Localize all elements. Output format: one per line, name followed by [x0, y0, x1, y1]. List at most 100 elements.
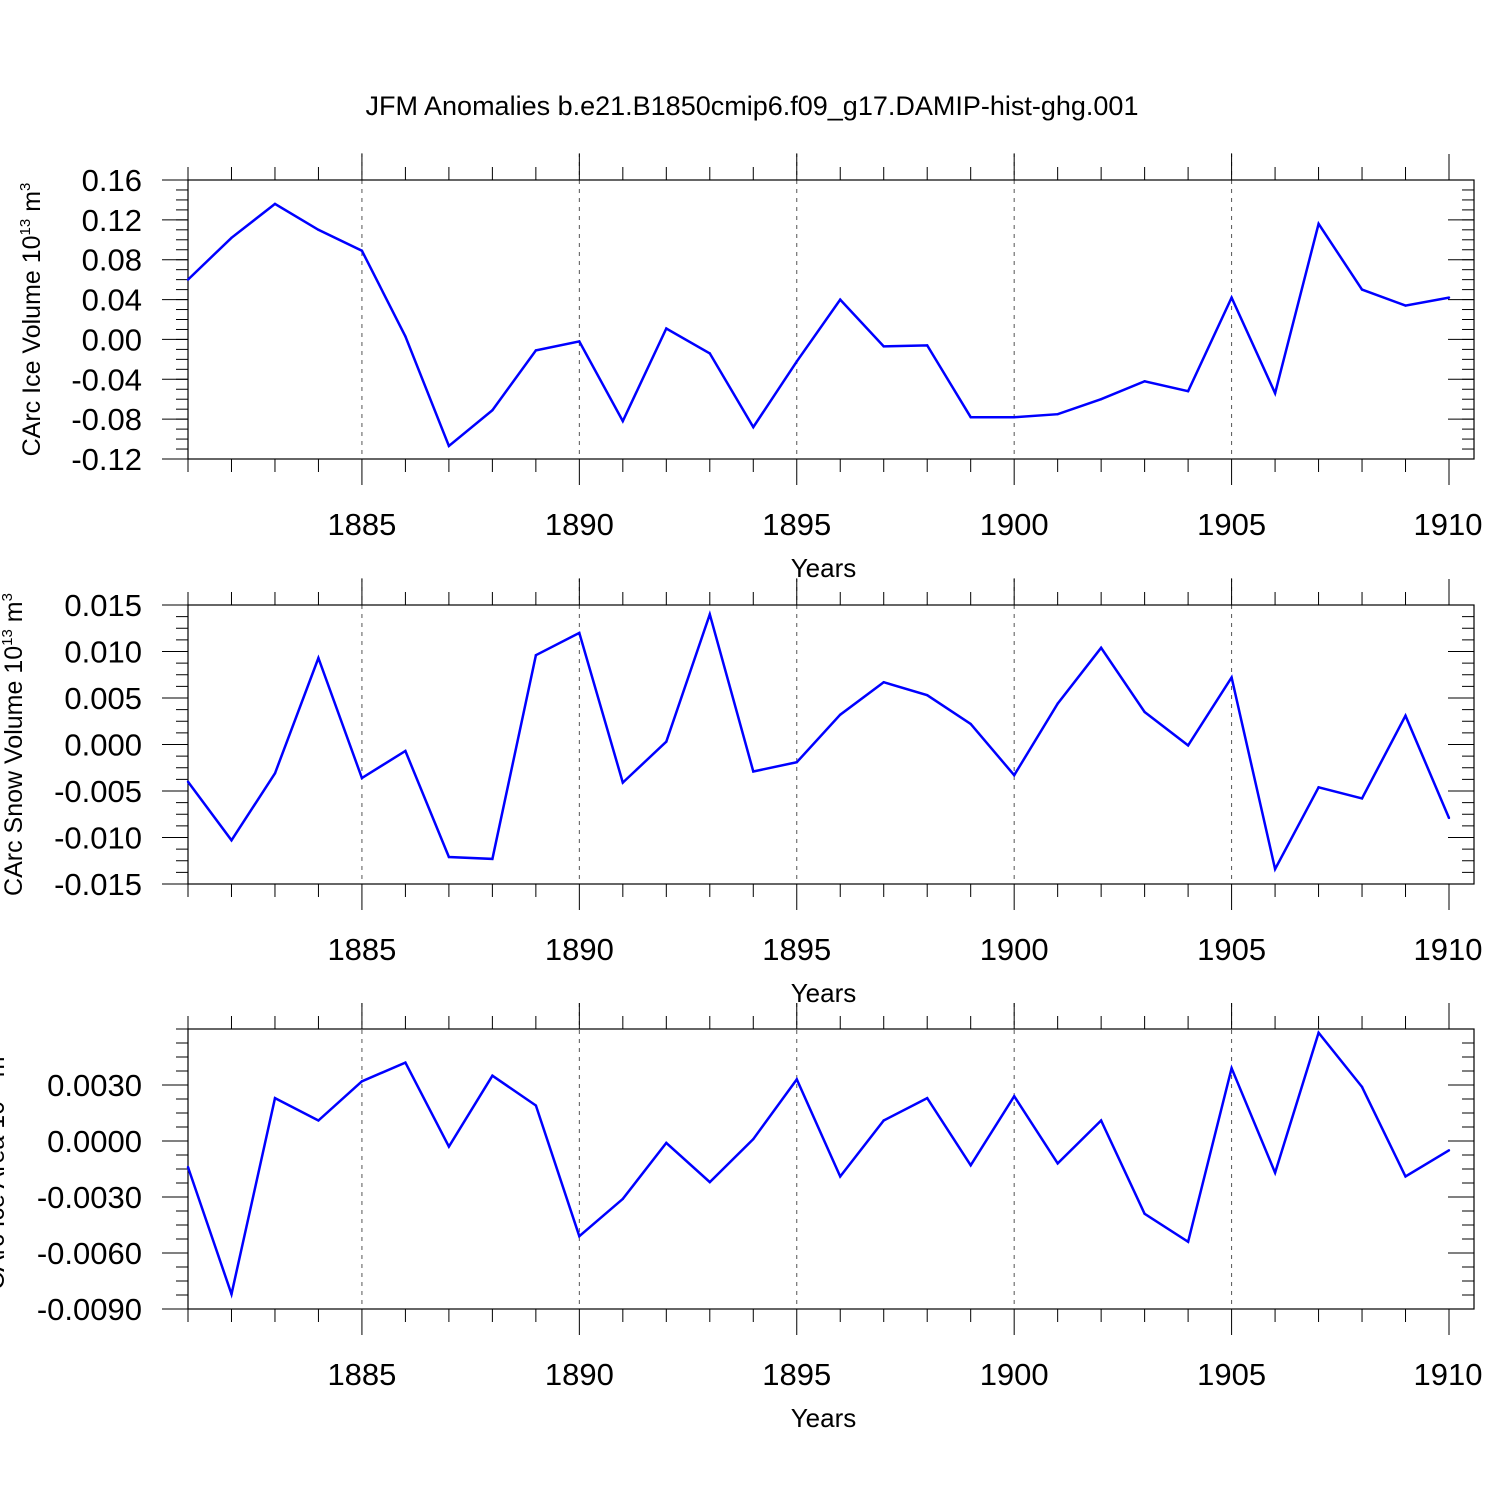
xtick-label-1885: 1885 — [327, 932, 396, 967]
data-point-1902 — [1099, 646, 1103, 649]
data-point-1882 — [230, 1292, 233, 1296]
data-point-1900 — [1012, 1095, 1016, 1098]
data-point-1884 — [317, 1119, 320, 1122]
data-point-1909 — [1404, 304, 1407, 307]
ytick-label: -0.12 — [71, 442, 142, 477]
data-point-1909 — [1404, 714, 1407, 717]
data-point-1907 — [1317, 786, 1320, 789]
data-point-1910 — [1447, 1149, 1451, 1152]
data-point-1896 — [839, 298, 842, 301]
data-point-1890 — [578, 1235, 581, 1238]
data-point-1896 — [839, 1175, 842, 1178]
data-point-1894 — [752, 770, 755, 773]
panel-ice-volume: 0.16 0.12 0.08 0.04 0.00 -0.04 -0.08 -0.12 1885 1… — [17, 153, 1482, 583]
x-axis-label: Years — [791, 978, 857, 1008]
xtick-label-1885: 1885 — [327, 507, 396, 542]
data-point-1910 — [1447, 296, 1451, 299]
data-point-1908 — [1360, 1085, 1364, 1089]
data-point-1891 — [621, 419, 625, 423]
data-point-1887 — [447, 1145, 451, 1148]
data-point-1894 — [752, 1137, 755, 1141]
data-point-1907 — [1317, 1031, 1320, 1034]
data-point-1896 — [839, 713, 842, 716]
data-point-1882 — [230, 236, 233, 239]
ytick-label: 0.010 — [64, 635, 142, 670]
ytick-label: -0.010 — [54, 821, 142, 856]
xtick-label-1890: 1890 — [545, 932, 614, 967]
data-point-1899 — [969, 415, 972, 419]
data-point-1893 — [708, 1180, 711, 1184]
data-point-1889 — [534, 349, 538, 352]
data-point-1890 — [578, 340, 581, 343]
ytick-label: 0.16 — [82, 163, 142, 198]
data-point-1884 — [317, 228, 320, 232]
y-axis-label: CArc Snow Volume 1013 m3 — [0, 593, 28, 896]
xtick-label-1895: 1895 — [762, 507, 831, 542]
panel-ice-area: 0.0030 0.0000 -0.0030 -0.0060 -0.0090 1885 189… — [0, 1003, 1482, 1433]
data-point-1899 — [969, 722, 972, 726]
data-point-1906 — [1273, 867, 1277, 871]
data-point-1883 — [273, 772, 277, 775]
data-point-1897 — [882, 680, 885, 684]
ytick-label: 0.0030 — [47, 1068, 142, 1103]
x-axis-label: Years — [791, 1403, 857, 1433]
data-point-1889 — [534, 1104, 538, 1107]
data-point-1897 — [882, 1119, 885, 1122]
xtick-label-1900: 1900 — [980, 507, 1049, 542]
xtick-label-1905: 1905 — [1197, 1357, 1266, 1392]
xtick-label-1890: 1890 — [545, 507, 614, 542]
data-point-1906 — [1273, 1171, 1277, 1174]
xtick-label-1900: 1900 — [980, 932, 1049, 967]
data-point-1881 — [186, 1165, 190, 1169]
data-point-1891 — [621, 781, 625, 784]
data-point-1892 — [665, 740, 668, 743]
data-point-1883 — [273, 202, 277, 206]
series-line-ice-area — [186, 1030, 1450, 1299]
data-point-1898 — [926, 344, 929, 347]
data-point-1887 — [447, 444, 451, 448]
xtick-label-1900: 1900 — [980, 1357, 1049, 1392]
x-axis-label: Years — [791, 553, 857, 583]
ytick-label: 0.08 — [82, 243, 142, 278]
y-axis-label: CArc Ice Volume 1013 m3 — [17, 183, 46, 457]
ytick-label: 0.005 — [64, 681, 142, 716]
data-point-1908 — [1360, 288, 1364, 291]
ytick-label: -0.0060 — [37, 1236, 142, 1271]
data-point-1898 — [926, 694, 929, 697]
xtick-label-1905: 1905 — [1197, 507, 1266, 542]
data-point-1905 — [1230, 296, 1233, 299]
data-point-1885 — [360, 249, 364, 252]
series-line-ice-volume — [187, 202, 1450, 449]
ytick-label: 0.000 — [64, 728, 142, 763]
data-point-1900 — [1012, 415, 1016, 419]
xtick-label-1910: 1910 — [1414, 932, 1483, 967]
plot-frame — [187, 604, 1475, 885]
ytick-label: -0.0090 — [37, 1292, 142, 1327]
figure-title: JFM Anomalies b.e21.B1850cmip6.f09_g17.D… — [366, 91, 1139, 121]
xtick-label-1895: 1895 — [762, 932, 831, 967]
ytick-label: -0.005 — [54, 774, 142, 809]
data-point-1886 — [404, 335, 407, 338]
data-point-1884 — [317, 656, 320, 660]
data-point-1888 — [491, 1074, 494, 1077]
ytick-label: 0.015 — [64, 588, 142, 623]
data-point-1892 — [665, 327, 668, 330]
data-point-1904 — [1186, 744, 1190, 747]
data-point-1906 — [1273, 392, 1277, 395]
data-point-1908 — [1360, 797, 1364, 800]
data-point-1903 — [1143, 380, 1146, 383]
ytick-label: -0.015 — [54, 867, 142, 902]
ytick-label: 0.0000 — [47, 1124, 142, 1159]
data-point-1904 — [1186, 1240, 1190, 1244]
series-line-snow-volume — [186, 610, 1451, 873]
xtick-label-1885: 1885 — [327, 1357, 396, 1392]
data-point-1909 — [1404, 1175, 1407, 1178]
ytick-label: -0.0030 — [37, 1180, 142, 1215]
data-point-1891 — [621, 1197, 625, 1201]
data-point-1895 — [795, 760, 798, 764]
ytick-label: -0.04 — [71, 362, 142, 397]
data-point-1886 — [404, 1061, 407, 1064]
data-point-1888 — [491, 408, 494, 412]
data-point-1893 — [708, 352, 711, 355]
